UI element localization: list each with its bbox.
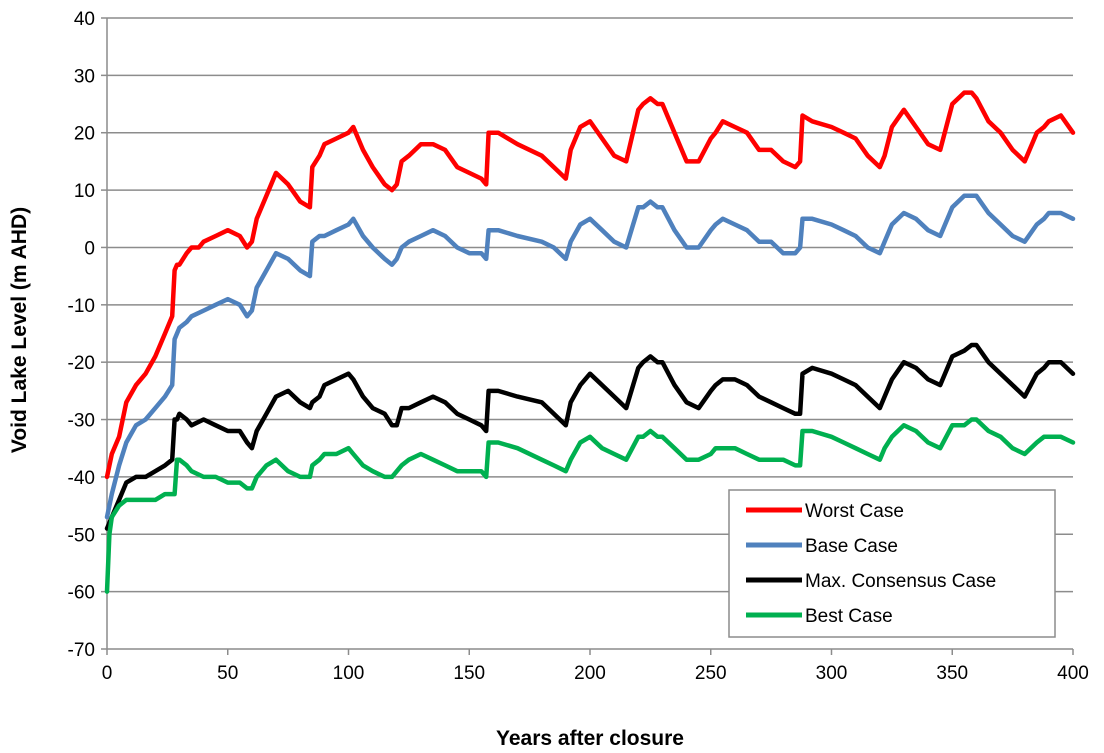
x-axis-title: Years after closure [496, 727, 684, 750]
x-tick-label: 300 [816, 663, 848, 684]
y-tick-label: -50 [68, 525, 95, 546]
y-tick-label: -70 [68, 640, 95, 661]
series-layer [104, 90, 1076, 594]
y-tick-label: 10 [74, 181, 95, 202]
y-tick-label: -10 [68, 296, 95, 317]
y-tick-label: 20 [74, 124, 95, 145]
y-tick-label: 0 [84, 238, 95, 259]
x-tick-label: 250 [695, 663, 727, 684]
x-tick-label: 400 [1057, 663, 1089, 684]
x-tick-label: 100 [333, 663, 365, 684]
y-tick-label: -40 [68, 468, 95, 489]
series-line-worst-case [104, 90, 1076, 480]
x-tick-label: 200 [574, 663, 606, 684]
legend-label: Best Case [805, 606, 893, 627]
y-tick-label: 40 [74, 9, 95, 30]
y-tick-label: -30 [68, 411, 95, 432]
series-line-max-consensus-case [104, 342, 1076, 531]
y-tick-label: 30 [74, 66, 95, 87]
x-tick-label: 150 [453, 663, 485, 684]
legend: Worst Case Base Case Max. Consensus Case Be… [728, 489, 1056, 638]
x-tick-label: 350 [936, 663, 968, 684]
y-tick-label: -60 [68, 583, 95, 604]
y-axis-title: Void Lake Level (m AHD) [8, 207, 31, 453]
x-tick-label: 50 [217, 663, 238, 684]
legend-label: Max. Consensus Case [805, 571, 996, 592]
x-tick-label: 0 [102, 663, 113, 684]
series-line-best-case [104, 417, 1076, 594]
y-tick-label: -20 [68, 353, 95, 374]
legend-label: Base Case [805, 536, 898, 557]
series-line-base-case [104, 193, 1076, 520]
legend-label: Worst Case [805, 501, 904, 522]
